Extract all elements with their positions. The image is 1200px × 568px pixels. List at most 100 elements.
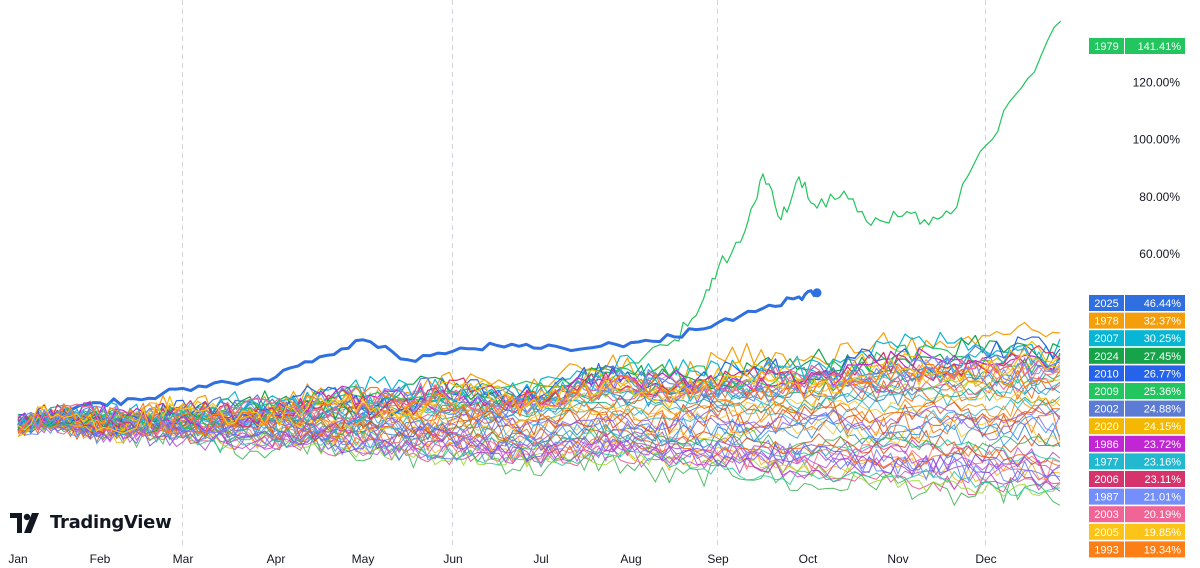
series-tag-year-bg: [1089, 365, 1124, 382]
series-tag-value-bg: [1125, 471, 1185, 487]
x-tick-label: Sep: [707, 552, 729, 566]
series-tag-1978: 1978 32.37%: [1089, 312, 1185, 329]
series-tag-2009: 2009 25.36%: [1089, 383, 1185, 399]
series-tag-value-bg: [1125, 38, 1185, 54]
grid-lines: [182, 0, 986, 548]
series-tag-value: 23.16%: [1144, 456, 1182, 468]
series-tag-value: 141.41%: [1138, 41, 1182, 53]
series-tag-year: 1979: [1094, 41, 1118, 53]
series-tag-value: 23.72%: [1144, 439, 1182, 451]
series-tag-2005: 2005 19.85%: [1089, 523, 1185, 540]
tradingview-logo-icon: [10, 512, 39, 533]
x-tick-label: May: [352, 552, 375, 566]
y-axis-ticks: 60.00% 80.00% 100.00% 120.00%: [1133, 75, 1181, 261]
series-tag-year-bg: [1089, 330, 1124, 347]
x-tick-label: Jul: [533, 552, 548, 566]
labeled-series-lines: [17, 20, 1062, 438]
series-labels: 1979 141.41% 2025 46.44% 1978 32.37% 2007 30.25…: [1089, 38, 1185, 558]
series-endpoint-2025: [812, 288, 822, 298]
series-tag-year-bg: [1089, 471, 1124, 487]
x-tick-label: Aug: [620, 552, 641, 566]
series-tag-value-bg: [1125, 488, 1185, 505]
series-tag-year: 2009: [1094, 386, 1118, 398]
series-tag-1987: 1987 21.01%: [1089, 488, 1185, 505]
series-tag-value-bg: [1125, 330, 1185, 347]
series-tag-value-bg: [1125, 506, 1185, 523]
series-tag-value-bg: [1125, 453, 1185, 470]
series-tag-year-bg: [1089, 435, 1124, 452]
background-series-line: [17, 417, 1061, 497]
series-tag-year: 1977: [1094, 456, 1118, 468]
series-tag-value-bg: [1125, 347, 1185, 364]
series-tag-year: 2025: [1094, 298, 1118, 310]
series-tag-year: 1986: [1094, 439, 1118, 451]
x-tick-label: Apr: [267, 552, 286, 566]
series-tag-value: 21.01%: [1144, 492, 1182, 504]
series-tag-value-bg: [1125, 365, 1185, 382]
series-tag-year-bg: [1089, 295, 1124, 311]
y-tick-label: 60.00%: [1139, 247, 1180, 261]
series-tag-year: 2002: [1094, 404, 1118, 416]
y-tick-label: 120.00%: [1133, 75, 1181, 89]
series-tag-year-bg: [1089, 312, 1124, 329]
series-tag-year: 1978: [1094, 316, 1118, 328]
series-tag-1979: 1979 141.41%: [1089, 38, 1185, 54]
series-tag-value: 24.88%: [1144, 404, 1182, 416]
y-tick-label: 80.00%: [1139, 190, 1180, 204]
x-tick-label: Mar: [173, 552, 194, 566]
series-tag-value: 27.45%: [1144, 351, 1182, 363]
series-tag-year: 2020: [1094, 421, 1118, 433]
series-tag-value-bg: [1125, 312, 1185, 329]
series-tag-value-bg: [1125, 383, 1185, 399]
background-series-line: [17, 414, 1061, 492]
series-tag-value: 26.77%: [1144, 368, 1182, 380]
series-tag-year: 2006: [1094, 474, 1118, 486]
series-tag-value: 24.15%: [1144, 421, 1182, 433]
series-tag-value: 30.25%: [1144, 333, 1182, 345]
background-series-line: [17, 405, 1061, 437]
series-tag-year: 2005: [1094, 527, 1118, 539]
y-tick-label: 100.00%: [1133, 133, 1181, 147]
x-tick-label: Jan: [8, 552, 27, 566]
series-tag-value-bg: [1125, 435, 1185, 452]
series-tag-year-bg: [1089, 347, 1124, 364]
series-line-1977: [17, 345, 1061, 432]
series-tag-value: 32.37%: [1144, 316, 1182, 328]
background-series-line: [17, 414, 1061, 468]
series-tag-2020: 2020 24.15%: [1089, 418, 1185, 435]
series-tag-year-bg: [1089, 523, 1124, 540]
series-tag-2006: 2006 23.11%: [1089, 471, 1185, 487]
series-tag-value-bg: [1125, 295, 1185, 311]
series-tag-year: 2024: [1094, 351, 1118, 363]
series-tag-year-bg: [1089, 453, 1124, 470]
x-tick-label: Dec: [975, 552, 996, 566]
tradingview-logo: TradingView: [10, 512, 172, 533]
series-tag-year: 1987: [1094, 492, 1118, 504]
series-tag-year-bg: [1089, 506, 1124, 523]
background-series-line: [17, 409, 1061, 447]
series-line-2005: [17, 353, 1061, 434]
background-series-line: [17, 405, 1061, 445]
series-tag-value: 23.11%: [1145, 474, 1182, 486]
series-tag-year-bg: [1089, 38, 1124, 54]
background-series-line: [17, 411, 1061, 482]
series-tag-2024: 2024 27.45%: [1089, 347, 1185, 364]
series-tag-value: 20.19%: [1144, 509, 1182, 521]
series-line-1993: [17, 363, 1061, 435]
series-tag-value-bg: [1125, 541, 1185, 558]
series-tag-2025: 2025 46.44%: [1089, 295, 1185, 311]
series-tag-value: 46.44%: [1144, 298, 1182, 310]
series-tag-year: 2003: [1094, 509, 1118, 521]
series-tag-value-bg: [1125, 523, 1185, 540]
series-tag-2010: 2010 26.77%: [1089, 365, 1185, 382]
x-tick-label: Jun: [443, 552, 462, 566]
series-tag-2007: 2007 30.25%: [1089, 330, 1185, 347]
background-series-line: [17, 411, 1061, 483]
series-tag-1977: 1977 23.16%: [1089, 453, 1185, 470]
series-tag-value: 25.36%: [1144, 386, 1182, 398]
series-tag-2002: 2002 24.88%: [1089, 400, 1185, 417]
brand-name: TradingView: [50, 512, 172, 533]
series-tag-year: 1993: [1094, 544, 1118, 556]
series-tag-1993: 1993 19.34%: [1089, 541, 1185, 558]
